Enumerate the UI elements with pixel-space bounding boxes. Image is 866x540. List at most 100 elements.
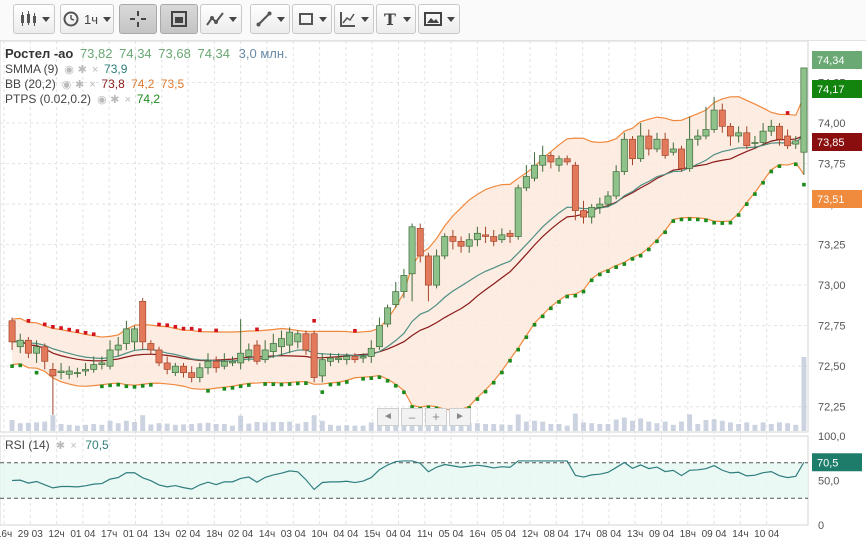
candle bbox=[531, 152, 538, 182]
price-chart[interactable]: 72,25 72,50 72,75 73,00 73,25 73,5 0 73,75 74,00… bbox=[0, 41, 866, 540]
line-tool-button[interactable] bbox=[250, 4, 290, 34]
sar-dot bbox=[100, 384, 104, 389]
volume-bar bbox=[687, 414, 693, 431]
candle bbox=[294, 330, 302, 349]
scroll-right-button[interactable]: ► bbox=[449, 408, 471, 426]
candle-body bbox=[694, 135, 702, 140]
rect-tool-button[interactable] bbox=[292, 4, 332, 34]
sar-dot bbox=[369, 376, 374, 380]
candle-body bbox=[759, 130, 767, 143]
candle-body bbox=[490, 236, 498, 242]
volume-bar bbox=[450, 423, 456, 431]
gear-icon[interactable]: ✱ bbox=[110, 94, 120, 106]
candle bbox=[16, 333, 24, 354]
chart-type-button[interactable] bbox=[13, 4, 55, 34]
candle bbox=[33, 340, 41, 363]
candle bbox=[547, 152, 555, 169]
volume-bar bbox=[319, 420, 325, 431]
sar-dot bbox=[524, 335, 529, 340]
candle-body bbox=[767, 125, 775, 132]
rsi-badge: 70,5 bbox=[812, 453, 862, 472]
candle-body bbox=[33, 346, 41, 354]
volume-bar bbox=[328, 424, 333, 431]
zoom-in-button[interactable]: + bbox=[425, 408, 447, 426]
price-badge: 73,51 bbox=[812, 190, 862, 208]
gear-icon[interactable]: ✱ bbox=[55, 440, 66, 452]
candle bbox=[82, 362, 90, 376]
x-tick-label: 03 04 bbox=[281, 529, 306, 540]
x-tick-label: 17ч bbox=[101, 529, 117, 540]
text-tool-button[interactable]: T bbox=[376, 4, 416, 34]
zoom-out-button[interactable]: ‒ bbox=[401, 408, 423, 426]
chart-tool-button[interactable] bbox=[334, 4, 374, 34]
volume-bar bbox=[221, 424, 227, 431]
volume-bar bbox=[670, 424, 676, 431]
sar-dot bbox=[108, 383, 112, 388]
sar-dot bbox=[295, 381, 300, 386]
sar-dot bbox=[132, 385, 137, 389]
candle bbox=[367, 340, 375, 363]
candle bbox=[147, 340, 155, 355]
frame-button[interactable] bbox=[160, 4, 198, 34]
candle-body bbox=[188, 372, 196, 378]
candle-body bbox=[294, 333, 302, 343]
sar-dot bbox=[173, 324, 178, 329]
smma-label: SMMA (9) bbox=[5, 62, 59, 76]
gear-icon[interactable]: ✱ bbox=[74, 79, 85, 91]
sar-dot bbox=[214, 328, 218, 333]
crosshair-button[interactable] bbox=[119, 4, 157, 34]
close-icon[interactable]: × bbox=[124, 94, 132, 106]
timeframe-button[interactable]: 1ч bbox=[60, 4, 114, 34]
sar-dot bbox=[67, 327, 72, 332]
candle-body bbox=[57, 370, 65, 374]
sar-dot bbox=[475, 397, 480, 401]
sar-dot bbox=[18, 363, 23, 368]
bb-mid-value: 73,8 bbox=[101, 77, 125, 91]
x-tick-label: 16ч bbox=[469, 529, 485, 540]
volume-bar bbox=[9, 420, 15, 431]
volume-bar bbox=[140, 415, 146, 431]
eye-icon[interactable]: ◉ bbox=[64, 64, 74, 76]
volume-bar bbox=[532, 420, 537, 431]
close-icon[interactable]: × bbox=[89, 79, 96, 91]
candle bbox=[122, 320, 130, 350]
close-icon[interactable]: × bbox=[70, 440, 77, 452]
volume-bar bbox=[368, 422, 374, 431]
scroll-left-button[interactable]: ◄ bbox=[377, 408, 399, 426]
sar-dot bbox=[344, 380, 349, 384]
indicators-button[interactable] bbox=[200, 4, 242, 34]
close-icon[interactable]: × bbox=[91, 64, 99, 76]
x-tick-label: 09 04 bbox=[649, 529, 674, 540]
sar-dot bbox=[695, 217, 700, 222]
candle-body bbox=[212, 360, 220, 369]
candle-body bbox=[24, 339, 32, 354]
volume-bar bbox=[156, 423, 162, 431]
sar-dot bbox=[630, 257, 635, 261]
rsi-line bbox=[12, 460, 805, 491]
eye-icon[interactable]: ◉ bbox=[61, 79, 72, 91]
sar-dot bbox=[328, 382, 333, 387]
candle bbox=[114, 336, 122, 357]
candle bbox=[73, 367, 81, 378]
x-tick-label: 15ч bbox=[364, 529, 380, 540]
volume-bar bbox=[474, 423, 480, 431]
sar-dot bbox=[516, 347, 521, 352]
candle-body bbox=[359, 356, 367, 359]
volume-bar bbox=[254, 422, 260, 431]
volume-bar bbox=[801, 357, 807, 431]
volume-bar bbox=[621, 417, 627, 431]
image-button[interactable] bbox=[418, 4, 460, 34]
gear-icon[interactable]: ✱ bbox=[77, 64, 87, 76]
candle bbox=[269, 333, 277, 359]
candle bbox=[759, 123, 767, 146]
sar-dot bbox=[589, 278, 594, 283]
candle-body bbox=[596, 203, 604, 208]
eye-icon[interactable]: ◉ bbox=[97, 94, 107, 106]
sar-dot bbox=[622, 262, 627, 266]
candle-body bbox=[457, 241, 465, 247]
candle bbox=[482, 226, 490, 243]
candle bbox=[212, 356, 220, 373]
candle-body bbox=[531, 164, 538, 179]
candle-body bbox=[98, 362, 106, 365]
volume-bar bbox=[123, 420, 129, 431]
